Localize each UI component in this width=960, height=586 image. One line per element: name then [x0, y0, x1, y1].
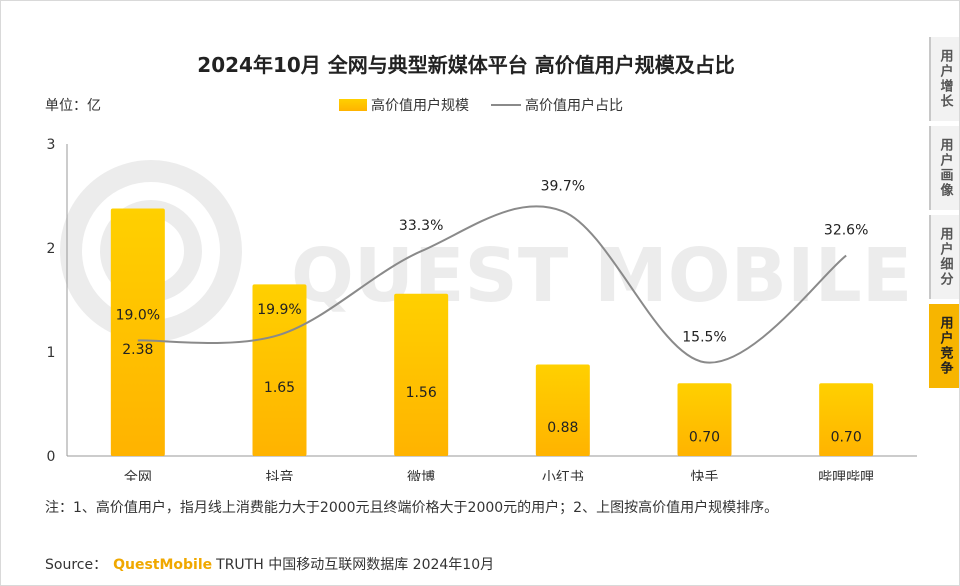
data-labels: 2.38 1.65 1.56 0.88 0.70 0.70 19.0% 19.9% 33.3% 3… — [116, 178, 869, 445]
x-tick-label: 微博 — [407, 469, 435, 481]
chart-title: 2024年10月 全网与典型新媒体平台 高价值用户规模及占比 — [197, 53, 735, 77]
line-value-label: 33.3% — [399, 218, 443, 234]
axes: 0 1 2 3 全网 抖音 微博 小红书 快手 哔哩哔哩 — [47, 137, 917, 481]
bar-value-label: 0.88 — [547, 420, 578, 436]
bar-value-label: 2.38 — [122, 342, 153, 358]
bar-value-label: 1.56 — [406, 385, 437, 401]
line-value-label: 32.6% — [824, 223, 868, 239]
bar-value-label: 1.65 — [264, 380, 295, 396]
y-tick-label: 3 — [47, 137, 56, 153]
line-value-label: 19.0% — [116, 307, 160, 323]
bar — [535, 364, 590, 456]
side-tabs: 用户增长 用户画像 用户细分 用户竞争 — [929, 37, 959, 393]
side-tab-competition[interactable]: 用户竞争 — [929, 304, 959, 388]
x-tick-label: 快手 — [691, 470, 719, 481]
bar — [677, 383, 732, 456]
bar — [252, 284, 307, 456]
bar — [819, 383, 874, 456]
legend-bar-swatch — [339, 99, 367, 111]
footnote: 注：1、高价值用户，指月线上消费能力大于2000元且终端价格大于2000元的用户… — [45, 500, 779, 516]
y-tick-label: 0 — [47, 449, 56, 465]
line-value-label: 15.5% — [682, 329, 726, 345]
watermark: QUEST MOBILE — [60, 160, 912, 342]
legend-line-swatch — [491, 104, 521, 106]
bar — [394, 293, 449, 456]
legend: 高价值用户规模 高价值用户占比 — [339, 95, 623, 115]
bar-value-label: 0.70 — [689, 430, 720, 446]
y-tick-label: 1 — [47, 345, 56, 361]
bars — [110, 208, 874, 456]
source-brand: QuestMobile — [113, 557, 213, 573]
x-tick-label: 小红书 — [542, 470, 584, 481]
x-tick-label: 抖音 — [266, 469, 294, 481]
bar-value-label: 0.70 — [831, 430, 862, 446]
side-tab-segment[interactable]: 用户细分 — [929, 215, 959, 299]
x-tick-label: 哔哩哔哩 — [818, 470, 874, 481]
source-rest: TRUTH 中国移动互联网数据库 2024年10月 — [216, 557, 495, 573]
y-tick-label: 2 — [47, 241, 56, 257]
legend-bar-label: 高价值用户规模 — [371, 98, 469, 114]
source-prefix: Source： — [45, 557, 108, 573]
bar — [110, 208, 165, 456]
line-value-label: 19.9% — [257, 302, 301, 318]
side-tab-profile[interactable]: 用户画像 — [929, 126, 959, 210]
share-line — [137, 205, 847, 364]
unit-label: 单位：亿 — [45, 98, 101, 114]
x-tick-label: 全网 — [124, 469, 152, 481]
side-tab-growth[interactable]: 用户增长 — [929, 37, 959, 121]
legend-line-label: 高价值用户占比 — [525, 98, 623, 114]
line-value-label: 39.7% — [541, 178, 585, 194]
chart-svg: QUEST MOBILE 0 1 2 3 全网 抖音 微博 小红书 快手 哔哩哔哩 2.38 1.6… — [47, 137, 917, 481]
source-line: Source： QuestMobile TRUTH 中国移动互联网数据库 2024年… — [45, 554, 494, 574]
